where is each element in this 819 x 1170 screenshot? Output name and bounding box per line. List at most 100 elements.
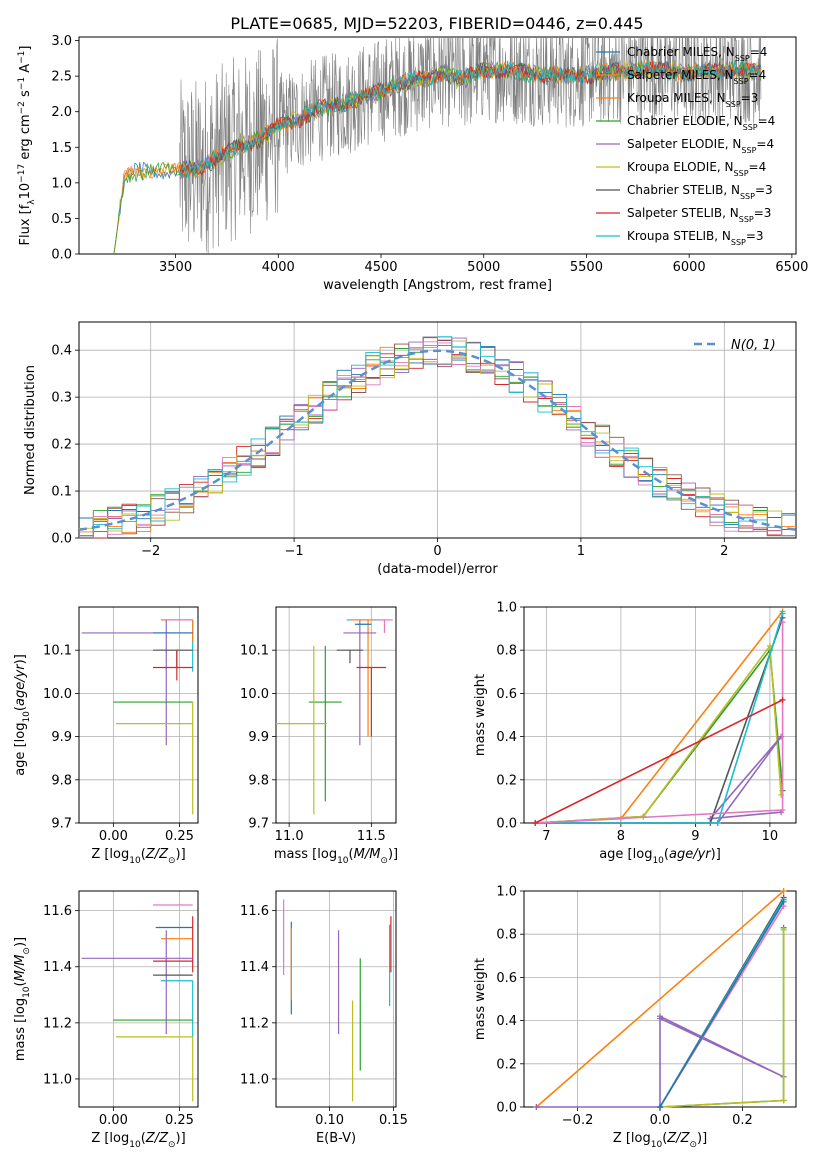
series-marker <box>657 1104 663 1110</box>
y-tick-label: 10.0 <box>240 687 269 702</box>
y-tick-label: 0.5 <box>51 212 72 227</box>
errorbar-point <box>153 650 193 681</box>
x-axis-label: Z [log10(Z/Z⊙)] <box>91 1131 185 1150</box>
series-line <box>659 927 785 1108</box>
x-axis-label: (data-model)/error <box>377 562 498 577</box>
y-tick-label: 10.0 <box>43 687 72 702</box>
y-tick-label: 9.9 <box>248 730 269 745</box>
y-tick-label: 11.2 <box>240 1016 269 1031</box>
y-axis-label: mass weight <box>473 958 488 1040</box>
errorbar-point <box>160 980 194 1037</box>
x-tick-label: 0.2 <box>732 1113 753 1128</box>
y-tick-label: 0.1 <box>51 485 72 500</box>
x-tick-label: 5500 <box>570 260 603 275</box>
y-tick-label: 0.0 <box>51 532 72 547</box>
y-axis-label: mass [log10(M/M⊙)] <box>13 937 32 1061</box>
y-tick-label: 10.1 <box>43 644 72 659</box>
x-tick-label: 5000 <box>467 260 500 275</box>
x-tick-label: 4500 <box>364 260 397 275</box>
y-tick-label: 0.3 <box>51 391 72 406</box>
spectrum-panel: 3500 4000 4500 5000 5500 6000 6500 0.0 0.5 1.0 1.5… <box>17 34 808 293</box>
x-tick-label: −1 <box>285 544 304 559</box>
y-tick-label: 0.0 <box>496 817 517 832</box>
y-tick-label: 9.8 <box>51 773 72 788</box>
x-tick-label: 8 <box>617 829 625 844</box>
x-axis-label: E(B-V) <box>316 1131 356 1146</box>
series-marker <box>779 610 786 617</box>
legend-entry: Chabrier STELIB, NSSP=3 <box>627 183 773 201</box>
y-tick-label: 0.8 <box>496 644 517 659</box>
normal-curve-line <box>78 349 797 532</box>
x-tick-label: 0.10 <box>315 1113 344 1128</box>
y-tick-label: 11.2 <box>43 1016 72 1031</box>
series-marker <box>714 820 721 826</box>
series-line <box>659 901 785 1108</box>
massweight-vs-age-panel: 7 8 9 10 0.0 0.2 0.4 0.6 0.8 1.0 age [log10(age/yr… <box>473 601 797 866</box>
series-line <box>535 890 785 1108</box>
legend-entry: Salpeter MILES, NSSP=4 <box>627 68 766 86</box>
y-axis-label: age [log10(age/yr)] <box>13 654 32 776</box>
y-tick-label: 1.5 <box>51 141 72 156</box>
errorbars <box>81 904 194 1102</box>
series-line <box>535 617 784 824</box>
errorbar-point <box>116 1036 194 1102</box>
age-vs-metallicity-panel: 0.00 0.25 9.7 9.8 9.9 10.0 10.1 Z [log10(Z/Z⊙)]… <box>13 606 199 866</box>
series-marker <box>780 888 787 894</box>
errorbars <box>81 619 194 815</box>
x-tick-label: −0.2 <box>562 1113 594 1128</box>
model-spectrum-line <box>179 59 761 179</box>
residual-histogram-panel: −2 −1 0 1 2 0.0 0.1 0.2 0.3 0.4 N(0, 1) (data-model… <box>23 321 797 577</box>
x-axis-label: mass [log10(M/M⊙)] <box>274 847 398 866</box>
y-tick-label: 1.0 <box>496 601 517 616</box>
legend-entry: Kroupa ELODIE, NSSP=4 <box>627 160 766 178</box>
y-tick-label: 9.7 <box>248 817 269 832</box>
x-tick-label: 11.0 <box>275 829 304 844</box>
axes-frame <box>275 890 397 1108</box>
legend-entry: Salpeter ELODIE, NSSP=4 <box>627 137 774 155</box>
figure-title: PLATE=0685, MJD=52203, FIBERID=0446, z=0… <box>230 14 643 33</box>
series-marker <box>779 807 786 814</box>
y-tick-label: 11.0 <box>240 1072 269 1087</box>
y-tick-label: 1.0 <box>496 885 517 900</box>
x-tick-label: 0.00 <box>99 1113 128 1128</box>
y-axis-label: Flux [fλ10−17 erg cm−2 s−1 A−1] <box>17 46 37 246</box>
legend-entry: Kroupa MILES, NSSP=3 <box>627 91 758 109</box>
errorbar-point <box>351 619 373 737</box>
y-tick-label: 9.7 <box>51 817 72 832</box>
legend-entry: Kroupa STELIB, NSSP=3 <box>627 229 764 247</box>
ebv-panel: 0.10 0.15 11.0 11.2 11.4 11.6 E(B-V) <box>240 890 408 1146</box>
histogram-step-line <box>79 336 796 537</box>
x-axis-label: Z [log10(Z/Z⊙)] <box>91 847 185 866</box>
x-tick-label: 7 <box>542 829 550 844</box>
errorbar-point <box>336 649 364 664</box>
axes-frame <box>78 890 199 1108</box>
y-tick-label: 11.4 <box>43 960 72 975</box>
y-tick-label: 9.9 <box>51 730 72 745</box>
y-tick-label: 2.5 <box>51 70 72 85</box>
errorbar-point <box>376 619 393 633</box>
y-tick-label: 3.0 <box>51 34 72 49</box>
axes-frame <box>78 606 199 824</box>
x-tick-label: 0.0 <box>650 1113 671 1128</box>
y-axis-label: Normed distribution <box>23 365 38 495</box>
axes-frame <box>78 36 797 255</box>
axes-frame <box>523 606 797 824</box>
y-tick-label: 11.4 <box>240 960 269 975</box>
x-tick-label: 9 <box>691 829 699 844</box>
x-tick-label: 0.25 <box>165 1113 194 1128</box>
y-tick-label: 11.6 <box>43 904 72 919</box>
y-tick-label: 0.4 <box>496 1014 517 1029</box>
y-tick-label: 0.4 <box>51 344 72 359</box>
y-tick-label: 11.6 <box>240 904 269 919</box>
legend-entry: Chabrier MILES, NSSP=4 <box>627 45 767 63</box>
x-tick-label: 3500 <box>159 260 192 275</box>
series-marker <box>779 696 786 703</box>
series-marker <box>780 898 787 905</box>
histogram-step-line <box>79 340 796 537</box>
errorbars <box>283 899 392 1102</box>
y-tick-label: 0.6 <box>496 971 517 986</box>
series-marker <box>657 1015 663 1022</box>
y-tick-label: 11.0 <box>43 1072 72 1087</box>
y-tick-label: 0.4 <box>496 730 517 745</box>
